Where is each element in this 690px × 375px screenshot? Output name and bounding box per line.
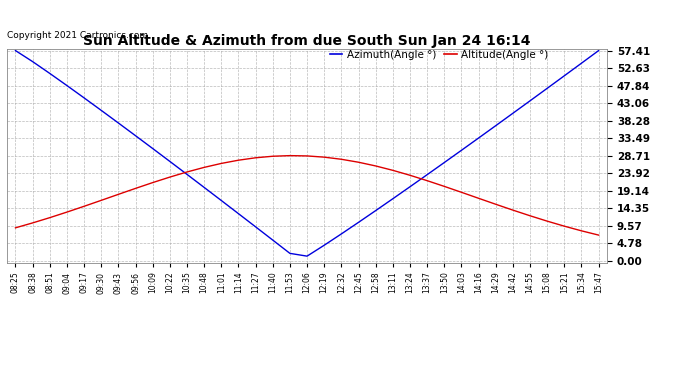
Legend: Azimuth(Angle °), Altitude(Angle °): Azimuth(Angle °), Altitude(Angle °) [326, 45, 553, 64]
Title: Sun Altitude & Azimuth from due South Sun Jan 24 16:14: Sun Altitude & Azimuth from due South Su… [83, 34, 531, 48]
Text: Copyright 2021 Cartronics.com: Copyright 2021 Cartronics.com [7, 31, 148, 40]
